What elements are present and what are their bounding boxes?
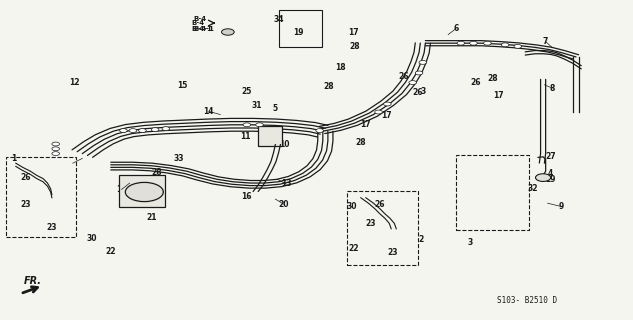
Text: 18: 18	[335, 63, 346, 72]
Text: 17: 17	[494, 91, 504, 100]
Text: 26: 26	[471, 78, 481, 87]
Text: 28: 28	[152, 168, 162, 177]
Text: B-4-1: B-4-1	[191, 26, 212, 32]
Text: 30: 30	[346, 202, 356, 211]
Text: B-4: B-4	[191, 20, 204, 26]
Text: 4: 4	[548, 169, 553, 178]
Text: 16: 16	[116, 185, 127, 194]
Text: 28: 28	[349, 42, 360, 51]
Circle shape	[52, 152, 60, 156]
Circle shape	[52, 142, 60, 146]
Text: 3: 3	[467, 238, 472, 247]
Text: 33: 33	[173, 154, 184, 163]
Circle shape	[501, 43, 509, 47]
Circle shape	[514, 44, 522, 48]
Text: 5: 5	[273, 104, 278, 113]
Circle shape	[125, 182, 163, 202]
Text: 6: 6	[453, 24, 458, 33]
Text: 23: 23	[365, 220, 375, 228]
Circle shape	[162, 127, 170, 131]
Text: 19: 19	[294, 28, 304, 36]
Bar	[456, 155, 529, 230]
Text: 10: 10	[280, 140, 290, 148]
Text: 21: 21	[147, 213, 157, 222]
Circle shape	[256, 123, 263, 127]
Circle shape	[52, 147, 60, 151]
Text: 27: 27	[546, 152, 556, 161]
Text: B-4: B-4	[193, 16, 206, 22]
Text: 17: 17	[361, 120, 371, 129]
Text: 26: 26	[399, 72, 409, 81]
Circle shape	[222, 29, 234, 35]
Text: 34: 34	[273, 15, 284, 24]
Text: 31: 31	[251, 101, 261, 110]
Text: 23: 23	[20, 200, 30, 209]
Bar	[258, 126, 282, 146]
Text: 16: 16	[242, 192, 252, 201]
Text: 9: 9	[558, 202, 563, 211]
Text: 23: 23	[387, 248, 398, 257]
Circle shape	[375, 110, 382, 114]
Text: 28: 28	[324, 82, 334, 91]
Text: S103- B2510 D: S103- B2510 D	[497, 296, 557, 305]
Text: 3: 3	[420, 87, 425, 96]
Text: 17: 17	[381, 111, 391, 120]
Text: 15: 15	[177, 81, 187, 90]
Circle shape	[139, 129, 146, 132]
Circle shape	[129, 129, 137, 132]
Text: 26: 26	[20, 173, 30, 182]
Text: 30: 30	[87, 234, 97, 243]
Text: 12: 12	[70, 78, 80, 87]
Circle shape	[384, 102, 391, 106]
Circle shape	[419, 60, 427, 64]
Circle shape	[415, 71, 423, 75]
Text: 2: 2	[418, 235, 423, 244]
Circle shape	[243, 123, 251, 127]
Text: 14: 14	[204, 107, 214, 116]
Text: 8: 8	[549, 84, 555, 92]
Text: 22: 22	[348, 244, 358, 253]
Bar	[119, 175, 165, 207]
Text: 7: 7	[543, 37, 548, 46]
Text: 20: 20	[279, 200, 289, 209]
Text: 17: 17	[348, 28, 358, 36]
Bar	[6, 157, 76, 237]
Text: B-4-1: B-4-1	[193, 26, 214, 32]
Text: 28: 28	[356, 138, 366, 147]
Text: 11: 11	[241, 132, 251, 140]
Circle shape	[457, 41, 465, 45]
Text: FR.: FR.	[24, 276, 42, 286]
Circle shape	[470, 41, 477, 45]
Text: 28: 28	[487, 74, 498, 83]
Circle shape	[151, 128, 159, 132]
Circle shape	[484, 41, 491, 45]
Text: 25: 25	[242, 87, 252, 96]
Bar	[279, 10, 322, 47]
Text: 26: 26	[375, 200, 385, 209]
Text: 29: 29	[546, 175, 556, 184]
Circle shape	[409, 81, 417, 84]
Text: 23: 23	[47, 223, 57, 232]
Text: 13: 13	[281, 180, 291, 188]
Text: 1: 1	[11, 154, 16, 163]
Circle shape	[316, 129, 323, 132]
Text: 22: 22	[106, 247, 116, 256]
Text: 26: 26	[413, 88, 423, 97]
Circle shape	[120, 129, 127, 132]
Text: 32: 32	[528, 184, 538, 193]
Circle shape	[536, 174, 551, 181]
Bar	[347, 191, 418, 265]
